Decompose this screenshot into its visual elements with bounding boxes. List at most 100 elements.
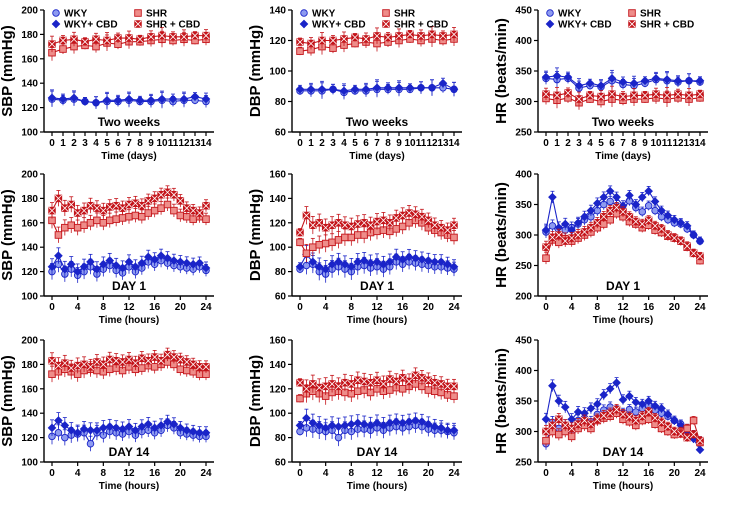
data-point: [112, 201, 120, 210]
data-point: [619, 208, 627, 216]
x-tick-label: 8: [631, 138, 637, 149]
series-wky-cbd: [541, 67, 705, 93]
data-point: [359, 419, 369, 429]
x-tick-label: 1: [308, 138, 314, 149]
x-tick-label: 16: [397, 468, 409, 479]
data-point-x: [112, 202, 120, 210]
series-shr-cbd: [296, 205, 458, 238]
data-point-x: [696, 90, 704, 98]
x-tick-label: 12: [672, 138, 684, 149]
x-tick-label: 5: [598, 138, 604, 149]
data-point: [637, 192, 647, 202]
data-point: [384, 33, 392, 42]
data-point: [398, 211, 407, 220]
data-point-x: [74, 362, 82, 370]
data-point: [625, 212, 634, 221]
y-tick-label: 350: [515, 67, 532, 78]
x-tick-label: 4: [75, 302, 81, 313]
data-point: [163, 188, 172, 197]
data-point: [334, 422, 343, 431]
y-tick-label: 180: [21, 360, 38, 371]
data-point: [385, 257, 395, 267]
data-point: [638, 208, 647, 216]
data-point: [599, 192, 609, 202]
data-point-x: [399, 374, 407, 382]
data-point: [341, 378, 349, 387]
data-point: [61, 433, 69, 442]
data-point: [73, 361, 82, 370]
y-tick-label: 100: [269, 409, 286, 420]
data-point: [548, 421, 557, 430]
data-point: [449, 262, 459, 272]
x-tick-label: 4: [75, 468, 81, 479]
data-point: [105, 422, 115, 431]
legend-marker-x: [382, 20, 390, 28]
data-point-x: [619, 93, 627, 101]
data-point-x: [103, 36, 111, 45]
data-point: [58, 94, 68, 104]
data-point: [114, 34, 122, 42]
y-tick-label: 160: [269, 336, 286, 347]
series-shr-cbd: [48, 347, 210, 376]
data-point: [93, 216, 101, 225]
data-point-x: [360, 219, 368, 227]
data-point-x: [575, 95, 583, 103]
x-tick-label: 8: [385, 138, 391, 149]
data-point: [321, 223, 330, 232]
data-point: [111, 423, 121, 433]
y-tick-label: 140: [21, 243, 38, 254]
data-point: [695, 76, 705, 86]
data-point: [347, 262, 356, 272]
data-point: [103, 36, 111, 45]
y-tick-label: 140: [269, 6, 286, 17]
data-point: [424, 386, 433, 394]
data-point-x: [367, 379, 375, 387]
data-point-x: [48, 207, 56, 215]
data-point-x: [586, 91, 594, 99]
x-tick-label: 9: [642, 138, 648, 149]
data-point: [176, 423, 185, 433]
data-point: [144, 209, 152, 217]
data-point-x: [347, 222, 355, 231]
y-axis-label: DBP (mmHg): [247, 189, 264, 281]
data-point-x: [80, 207, 88, 215]
data-point: [430, 257, 440, 267]
x-tick-label: 20: [423, 302, 435, 313]
data-point: [596, 81, 606, 90]
x-tick-label: 2: [71, 138, 77, 149]
data-point: [354, 220, 362, 228]
data-point: [554, 396, 564, 406]
legend-label: WKY: [558, 9, 582, 20]
data-point: [321, 239, 330, 248]
data-point: [663, 211, 673, 220]
data-point-x: [593, 219, 601, 227]
data-point: [99, 206, 108, 215]
data-point: [92, 264, 102, 274]
x-tick-label: 3: [576, 138, 582, 149]
y-tick-label: 350: [515, 397, 532, 408]
x-tick-label: 8: [595, 468, 601, 479]
data-point: [373, 217, 381, 226]
data-point: [131, 199, 140, 208]
data-point: [124, 422, 134, 431]
data-point: [150, 255, 159, 264]
data-point-x: [677, 237, 685, 245]
data-point: [296, 228, 304, 237]
data-point: [125, 34, 133, 42]
data-point: [417, 255, 427, 264]
data-point: [137, 258, 147, 268]
data-point: [176, 257, 185, 267]
series-wky-cbd: [295, 245, 459, 278]
data-point: [202, 363, 210, 371]
x-tick-label: 20: [175, 302, 187, 313]
data-point-x: [424, 216, 432, 224]
data-point: [201, 263, 211, 273]
y-tick-label: 80: [275, 267, 287, 278]
data-point-x: [625, 213, 633, 221]
data-point: [339, 86, 349, 96]
data-point: [195, 428, 204, 438]
data-point: [670, 427, 679, 436]
data-point-x: [131, 359, 139, 367]
data-point: [48, 356, 56, 365]
